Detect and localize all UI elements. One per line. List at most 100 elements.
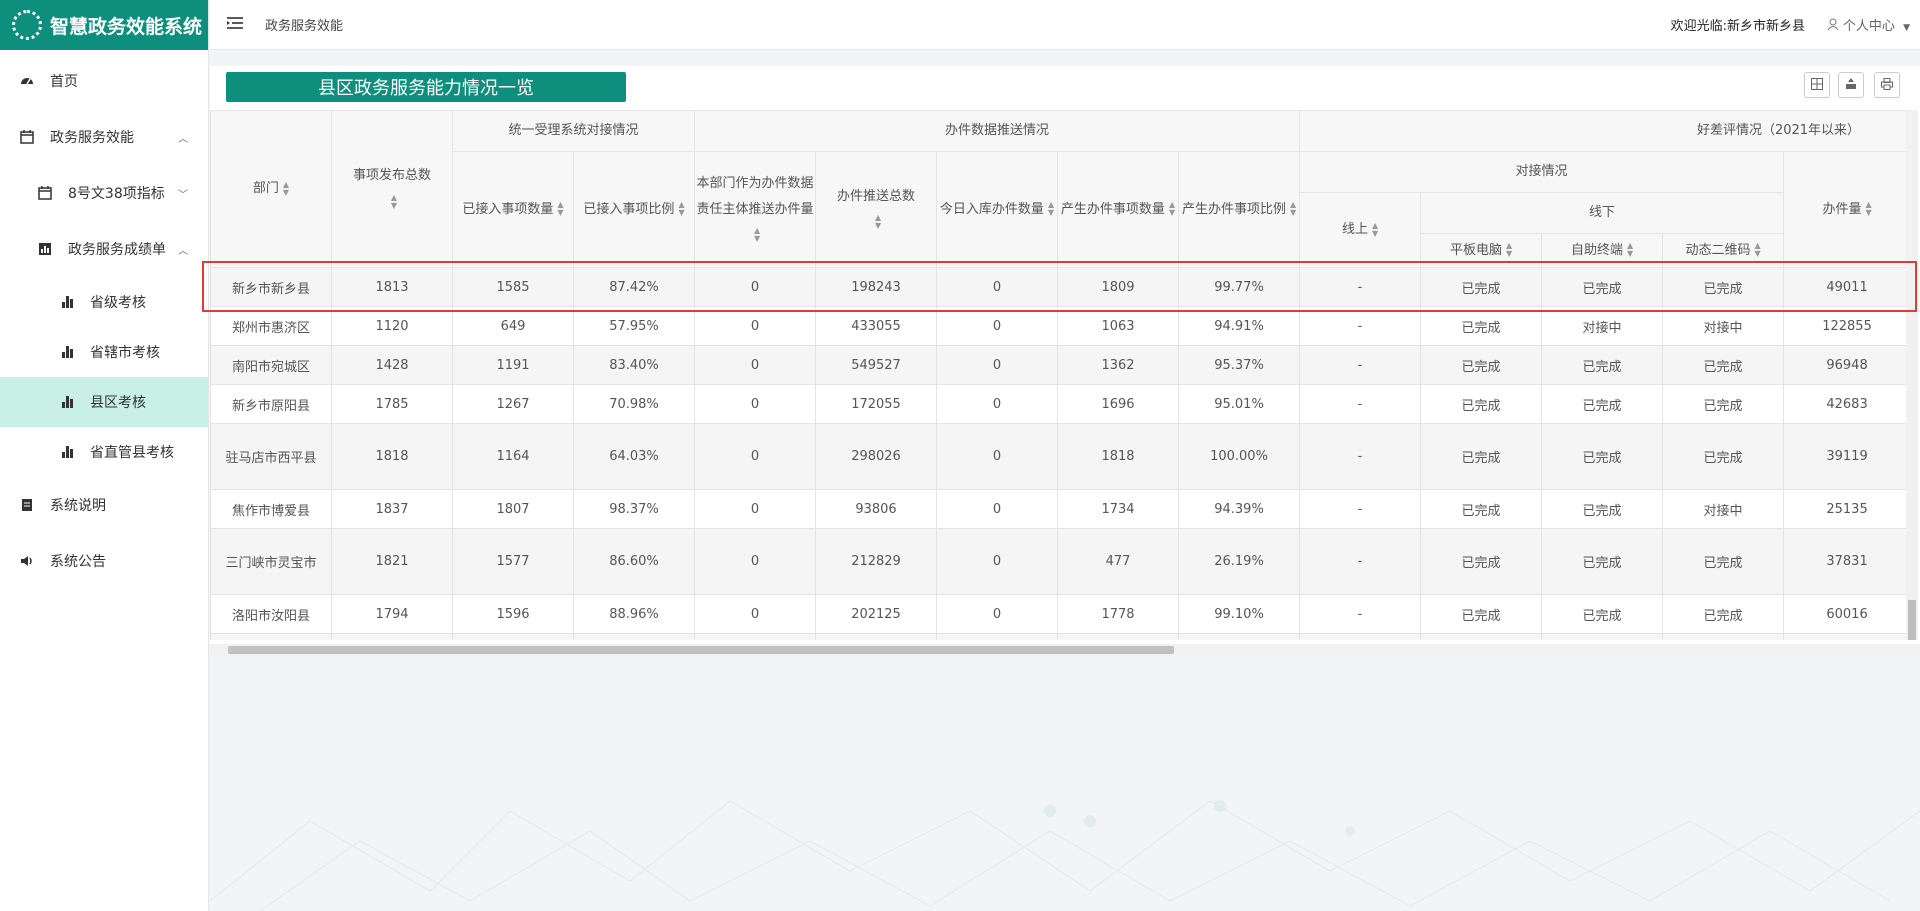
table-row[interactable]: 周口市项城市1820168692.64%0180099101820100.00%… (210, 633, 1912, 640)
col-header-produce[interactable]: 产生办件事项数量 ▲ ▼ (1057, 151, 1180, 268)
table-cell: - (1299, 423, 1422, 490)
col-header-connected[interactable]: 已接入事项数量 ▲ ▼ (452, 151, 574, 268)
menu-toggle-icon[interactable] (227, 15, 243, 34)
col-header-produce-ratio[interactable]: 产生办件事项比例 ▲ ▼ (1178, 151, 1301, 268)
sort-icon[interactable]: ▲ ▼ (1289, 200, 1297, 217)
col-header-ratio[interactable]: 已接入事项比例 ▲ ▼ (572, 151, 696, 268)
header-label: 事项发布总数 (352, 168, 431, 183)
table-cell: 1820 (331, 633, 453, 640)
col-header-push-total[interactable]: 办件推送总数 ▲ ▼ (815, 151, 938, 268)
sidebar-item-manual[interactable]: 系统说明 (0, 477, 208, 533)
table-cell: 1820 (1057, 633, 1180, 640)
table-cell: 0 (694, 423, 817, 490)
col-header-total[interactable]: 事项发布总数 ▲ ▼ (331, 110, 453, 268)
sidebar-item-efficiency[interactable]: 政务服务效能 ︿ (0, 109, 208, 165)
table-cell: 96948 (1783, 345, 1912, 385)
table-row[interactable]: 驻马店市西平县 1818 1164 64.03% 0 298026 0 1818 100.00%… (210, 423, 1912, 490)
vertical-scrollbar[interactable] (1906, 110, 1918, 640)
sidebar-item-direct-county[interactable]: 省直管县考核 (0, 427, 208, 477)
table-cell: 已完成 (1662, 267, 1785, 307)
user-center-label: 个人中心 (1842, 19, 1895, 34)
table-cell: 已完成 (1541, 489, 1664, 529)
table-cell: 212829 (815, 528, 938, 595)
table-cell: 已完成 (1420, 384, 1543, 424)
table-cell: 93806 (815, 489, 938, 529)
app-title: 智慧政务效能系统 (50, 15, 203, 38)
user-center-menu[interactable]: 个人中心 ▼ (1827, 15, 1910, 34)
table-cell: 0 (694, 489, 817, 529)
table-cell: - (1299, 267, 1422, 307)
sidebar-item-home[interactable]: 首页 (0, 53, 208, 109)
table-cell: 已完成 (1662, 345, 1785, 385)
table-row[interactable]: 三门峡市灵宝市 1821 1577 86.60% 0 212829 0 477 26.19% - 已… (210, 528, 1912, 595)
table-cell: 198243 (815, 267, 938, 307)
col-header-dept[interactable]: 部门 ▲ ▼ (210, 110, 332, 268)
sort-icon[interactable]: ▲ ▼ (1047, 200, 1055, 217)
column-toggle-button[interactable] (1804, 72, 1830, 98)
table-cell: 洛阳市汝阳县 (210, 594, 332, 634)
header-label: 已接入事项数量 (462, 201, 554, 217)
sort-icon[interactable]: ▲ ▼ (282, 179, 290, 197)
table-cell: 新乡市新乡县 (210, 267, 332, 307)
header-label: 办件推送总数 (837, 188, 916, 204)
sidebar-item-notice[interactable]: 系统公告 (0, 533, 208, 589)
table-cell: 0 (694, 384, 817, 424)
sort-icon[interactable]: ▲ ▼ (1865, 200, 1872, 217)
table-cell: 172055 (815, 384, 938, 424)
table-row[interactable]: 郑州市惠济区 1120 649 57.95% 0 433055 0 1063 94.91% - 已完… (210, 306, 1912, 346)
sort-icon[interactable]: ▲ ▼ (753, 226, 761, 243)
welcome-text: 欢迎光临:新乡市新乡县 (1670, 19, 1805, 34)
sort-icon[interactable]: ▲ ▼ (1371, 220, 1379, 238)
sort-icon[interactable]: ▲ ▼ (557, 200, 564, 217)
table-row[interactable]: 新乡市原阳县 1785 1267 70.98% 0 172055 0 1696 95.01% - 已… (210, 384, 1912, 424)
scroll-thumb[interactable] (1908, 600, 1916, 640)
sidebar-item-label: 首页 (50, 74, 78, 90)
sidebar-item-label: 省直管县考核 (90, 445, 174, 461)
col-header-qrcode[interactable]: 动态二维码 ▲ ▼ (1662, 233, 1785, 268)
col-header-online[interactable]: 线上 ▲ ▼ (1299, 192, 1422, 268)
sort-icon[interactable]: ▲ ▼ (678, 200, 685, 217)
table-cell: 驻马店市西平县 (210, 423, 332, 490)
app-logo[interactable]: 智慧政务效能系统 (0, 0, 208, 50)
group-header-dock: 对接情况 (1299, 151, 1785, 193)
table-cell: 95.37% (1178, 345, 1301, 385)
print-button[interactable] (1874, 72, 1900, 98)
sidebar-item-label: 省级考核 (90, 295, 146, 311)
table-row[interactable]: 洛阳市汝阳县 1794 1596 88.96% 0 202125 0 1778 99.10% - 已… (210, 594, 1912, 634)
sort-icon[interactable]: ▲ ▼ (1754, 241, 1761, 258)
sort-icon[interactable]: ▲ ▼ (390, 192, 398, 210)
scroll-thumb[interactable] (228, 646, 1174, 654)
top-bar: 政务服务效能 欢迎光临:新乡市新乡县 个人中心 ▼ (210, 0, 1920, 50)
breadcrumb[interactable]: 政务服务效能 (265, 19, 344, 34)
sidebar-item-scorecard[interactable]: 政务服务成绩单 ︿ (0, 221, 208, 277)
export-button[interactable] (1838, 72, 1864, 98)
table-cell: 0 (694, 345, 817, 385)
table-cell: 0 (936, 306, 1059, 346)
horizontal-scrollbar[interactable] (210, 644, 1920, 656)
table-row[interactable]: 焦作市博爱县 1837 1807 98.37% 0 93806 0 1734 94.39% - 已完… (210, 489, 1912, 529)
sidebar-item-city[interactable]: 省辖市考核 (0, 327, 208, 377)
table-cell: 60016 (1783, 594, 1912, 634)
table-cell: - (1299, 489, 1422, 529)
sort-icon[interactable]: ▲ ▼ (1626, 241, 1634, 258)
col-header-kiosk[interactable]: 自助终端 ▲ ▼ (1541, 233, 1664, 268)
sidebar-item-indicators[interactable]: 8号文38项指标 ﹀ (0, 165, 208, 221)
col-header-volume[interactable]: 办件量 ▲ ▼ (1783, 151, 1912, 268)
col-header-tablet[interactable]: 平板电脑 ▲ ▼ (1420, 233, 1543, 268)
table-cell: 已完成 (1662, 384, 1785, 424)
sidebar-item-county[interactable]: 县区考核 (0, 377, 208, 427)
data-panel: 县区政务服务能力情况一览 (210, 66, 1920, 656)
table-cell: 1191 (452, 345, 574, 385)
sort-icon[interactable]: ▲ ▼ (1505, 241, 1513, 258)
sort-icon[interactable]: ▲ ▼ (874, 213, 882, 230)
table-cell: 1585 (452, 267, 574, 307)
table-cell: 0 (936, 594, 1059, 634)
table-row[interactable]: 南阳市宛城区 1428 1191 83.40% 0 549527 0 1362 95.37% - 已… (210, 345, 1912, 385)
table-row[interactable]: 新乡市新乡县 1813 1585 87.42% 0 198243 0 1809 99.77% - 已… (210, 267, 1912, 307)
col-header-today[interactable]: 今日入库办件数量 ▲ ▼ (936, 151, 1059, 268)
sort-icon[interactable]: ▲ ▼ (1168, 200, 1176, 217)
col-header-responsible[interactable]: 本部门作为办件数据责任主体推送办件量 ▲ ▼ (694, 151, 817, 268)
table-cell: - (1299, 528, 1422, 595)
sidebar-item-province[interactable]: 省级考核 (0, 277, 208, 327)
document-icon (20, 498, 34, 512)
